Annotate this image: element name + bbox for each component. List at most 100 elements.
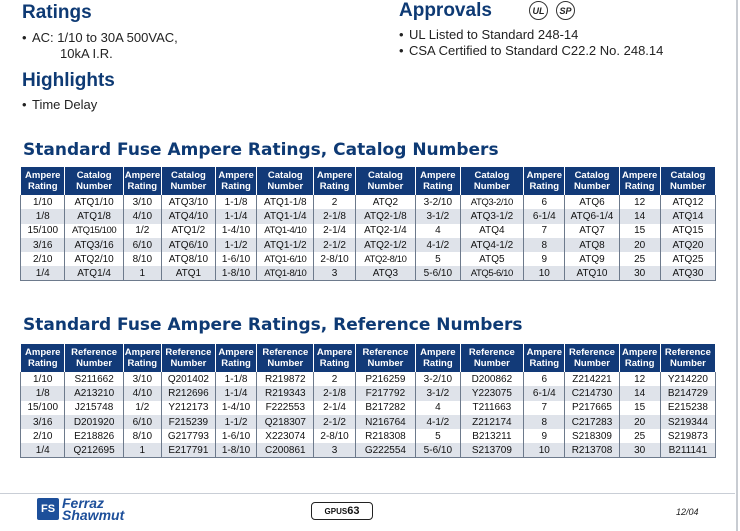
ampere-rating-cell: 1-4/10 — [214, 223, 258, 238]
reference-number-cell: R218308 — [354, 429, 417, 444]
reference-number-cell: P217665 — [564, 400, 620, 415]
table-row: 15/100 ATQ15/100 1/2 ATQ1/2 1-4/10 ATQ1-4/10 2… — [19, 223, 717, 238]
column-header: Catalog Number — [564, 167, 620, 195]
table-row: 15/100 J215748 1/2 Y212173 1-4/10 F222553 2-1/… — [19, 400, 717, 415]
reference-number-cell: Q218307 — [256, 414, 315, 430]
column-header: Reference Number — [256, 344, 315, 372]
table-row: 1/4 ATQ1/4 1 ATQ1 1-8/10 ATQ1-8/10 3 ATQ3 5-6/10… — [19, 266, 717, 282]
column-header: Catalog Number — [256, 167, 315, 195]
column-header: Ampere Rating — [122, 167, 162, 195]
ampere-rating-cell: 3/10 — [122, 195, 162, 210]
header-line-1: Catalog — [670, 170, 706, 181]
reference-number-cell: Y214220 — [659, 372, 717, 387]
reference-number-cell: Q201402 — [160, 372, 216, 387]
ampere-rating-cell: 9 — [523, 429, 566, 444]
header-line-1: Ampere — [316, 170, 353, 181]
catalog-number-cell: ATQ1-1/8 — [256, 195, 315, 210]
reference-number-cell: G217793 — [160, 429, 216, 444]
header-line-1: Ampere — [420, 347, 456, 358]
catalog-number-cell: ATQ1-4/10 — [256, 223, 315, 238]
catalog-number-cell: ATQ1/2 — [160, 223, 216, 238]
publication-date: 12/04 — [676, 507, 699, 517]
ampere-rating-cell: 3-1/2 — [415, 209, 461, 224]
approvals-item-ul: • UL Listed to Standard 248-14 — [399, 27, 579, 42]
ampere-rating-cell: 6 — [523, 195, 566, 210]
reference-number-cell: S211662 — [64, 372, 124, 387]
catalog-number-cell: ATQ6-1/4 — [564, 209, 620, 224]
header-line-2: Rating — [423, 358, 453, 369]
ratings-line-2: 10kA I.R. — [60, 46, 113, 61]
ampere-rating-cell: 4 — [415, 400, 461, 415]
catalog-numbers-table: Ampere Rating Catalog Number Ampere Rating Cat… — [19, 167, 717, 282]
reference-number-cell: P216259 — [354, 372, 417, 387]
logo-line-1: Ferraz — [62, 495, 105, 511]
header-line-1: Catalog — [76, 170, 112, 181]
ampere-rating-cell: 2-1/4 — [313, 400, 356, 415]
header-line-2: Rating — [319, 181, 350, 192]
approvals-heading: Approvals — [399, 0, 492, 21]
ampere-rating-cell: 12 — [618, 372, 661, 387]
highlights-heading: Highlights — [22, 70, 115, 91]
header-line-2: Number — [170, 358, 207, 369]
ampere-rating-cell: 1 — [122, 443, 162, 459]
ampere-rating-cell: 3 — [313, 443, 356, 459]
header-line-2: Rating — [529, 181, 560, 192]
header-line-2: Rating — [319, 358, 350, 369]
reference-number-cell: F217792 — [354, 386, 417, 401]
ampere-rating-cell: 25 — [618, 429, 661, 444]
table-row: 1/10 ATQ1/10 3/10 ATQ3/10 1-1/8 ATQ1-1/8 2 ATQ2… — [19, 195, 717, 210]
reference-number-cell: S219873 — [659, 429, 717, 444]
ampere-rating-cell: 20 — [618, 237, 661, 253]
catalog-number-cell: ATQ20 — [659, 237, 717, 253]
catalog-number-cell: ATQ8 — [564, 237, 620, 253]
reference-number-cell: Z212174 — [459, 414, 525, 430]
header-line-2: Number — [473, 181, 510, 192]
ferraz-shawmut-logo: FS Ferraz Shawmut — [37, 495, 124, 522]
ampere-rating-cell: 4/10 — [122, 386, 162, 401]
catalog-header-row: Ampere Rating Catalog Number Ampere Rating Cat… — [19, 167, 717, 195]
reference-number-cell: Z214221 — [564, 372, 620, 387]
reference-number-cell: S218309 — [564, 429, 620, 444]
logo-wordmark: Ferraz Shawmut — [62, 495, 124, 522]
ampere-rating-cell: 5-6/10 — [415, 266, 461, 282]
ampere-rating-cell: 1/10 — [19, 372, 66, 387]
reference-number-cell: E218826 — [64, 429, 124, 444]
header-line-1: Ampere — [124, 170, 161, 181]
ampere-rating-cell: 15 — [618, 223, 661, 238]
csa-mark-icon: SP — [556, 1, 575, 20]
column-header: Reference Number — [64, 344, 124, 372]
reference-number-cell: Y212173 — [160, 400, 216, 415]
reference-number-cell: B211141 — [659, 443, 717, 459]
ampere-rating-cell: 2 — [313, 372, 356, 387]
column-header: Reference Number — [659, 344, 717, 372]
ampere-rating-cell: 2-1/8 — [313, 386, 356, 401]
header-line-2: Rating — [624, 181, 655, 192]
header-line-1: Ampere — [316, 347, 353, 358]
header-line-2: Rating — [529, 358, 560, 369]
approvals-csa-text: CSA Certified to Standard C22.2 No. 248.… — [409, 43, 664, 58]
ampere-rating-cell: 1-1/4 — [214, 386, 258, 401]
table-row: 1/8 ATQ1/8 4/10 ATQ4/10 1-1/4 ATQ1-1/4 2-1/8 AT… — [19, 209, 717, 224]
reference-number-cell: F222553 — [256, 400, 315, 415]
catalog-number-cell: ATQ1/4 — [64, 266, 124, 282]
column-header: Ampere Rating — [313, 344, 356, 372]
column-header: Catalog Number — [64, 167, 124, 195]
ampere-rating-cell: 8/10 — [122, 252, 162, 267]
header-line-2: Rating — [27, 358, 58, 369]
ampere-rating-cell: 15/100 — [19, 223, 66, 238]
ampere-rating-cell: 1-1/2 — [214, 414, 258, 430]
ratings-heading: Ratings — [22, 2, 92, 23]
catalog-number-cell: ATQ1/10 — [64, 195, 124, 210]
ampere-rating-cell: 4/10 — [122, 209, 162, 224]
reference-number-cell: T211663 — [459, 400, 525, 415]
header-line-1: Ampere — [526, 347, 562, 358]
catalog-section-title: Standard Fuse Ampere Ratings, Catalog Nu… — [23, 140, 499, 160]
ampere-rating-cell: 12 — [618, 195, 661, 210]
header-line-1: Reference — [468, 347, 515, 358]
header-line-2: Number — [76, 181, 113, 192]
catalog-number-cell: ATQ10 — [564, 266, 620, 282]
header-line-2: Rating — [221, 358, 251, 369]
header-line-2: Number — [76, 358, 113, 369]
column-header: Ampere Rating — [415, 344, 461, 372]
column-header: Reference Number — [160, 344, 216, 372]
